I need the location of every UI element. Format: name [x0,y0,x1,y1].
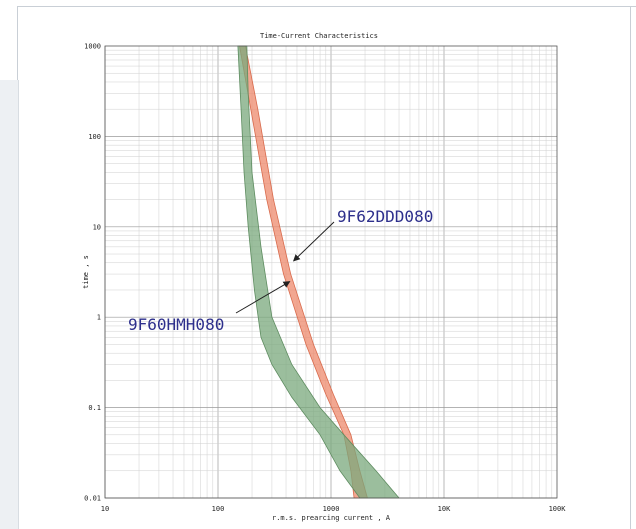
y-tick-label: 100 [88,133,101,141]
side-panel [0,80,19,529]
frame-border-right [630,6,631,529]
curve-bands [237,45,400,499]
x-tick-label: 1000 [323,505,340,513]
frame-border-top [18,6,636,7]
x-axis-label: r.m.s. prearcing current , A [272,514,391,522]
y-axis-label: time , s [82,255,90,289]
annotation-arrow-9f62ddd080 [292,221,335,262]
annotation-arrow-9f60hmh080 [235,281,291,314]
y-tick-label: 1000 [84,43,101,51]
chart-title: Time-Current Characteristics [260,32,378,40]
annotations: 9F62DDD080 9F60HMH080 [128,207,433,334]
y-tick-label: 10 [93,223,101,231]
plot-area-border [104,45,558,499]
annotation-label-9f62ddd080: 9F62DDD080 [337,207,433,226]
frame-border-left [17,6,18,80]
y-tick-label: 0.1 [88,404,101,412]
x-tick-label: 100K [549,505,567,513]
band-9f60hmh080 [237,45,400,499]
grid [104,46,557,499]
x-tick-label: 10K [438,505,451,513]
y-tick-label: 1 [97,314,101,322]
x-tick-label: 10 [101,505,109,513]
annotation-label-9f60hmh080: 9F60HMH080 [128,315,224,334]
tick-labels: 10 100 1000 10K 100K 0.01 0.1 1 10 100 1000 [84,43,566,514]
x-tick-label: 100 [212,505,225,513]
y-tick-label: 0.01 [84,495,101,503]
